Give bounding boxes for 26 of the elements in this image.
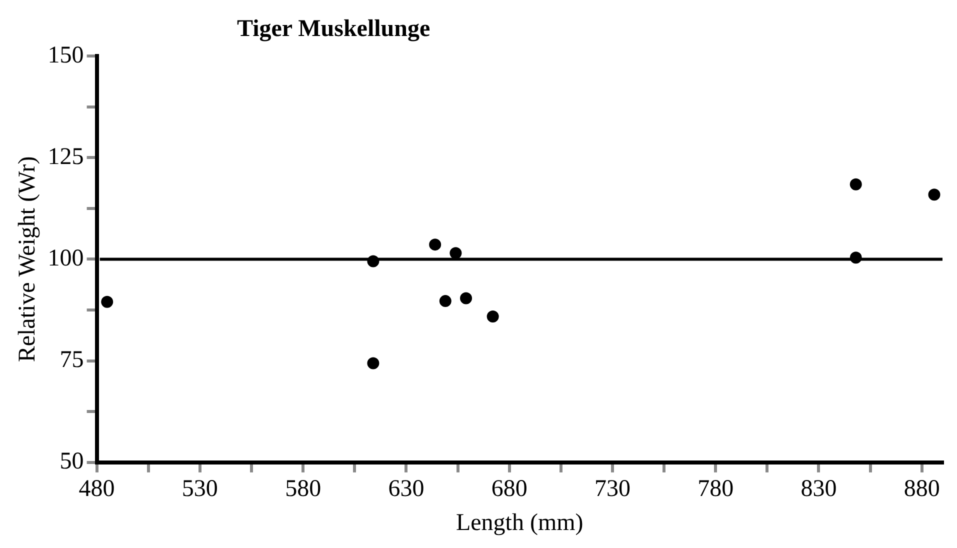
point (928, 188, 940, 201)
point (367, 357, 380, 370)
point (439, 295, 452, 308)
y-tick-label: 150 (48, 42, 84, 68)
x-tick-label: 480 (78, 476, 115, 502)
y-tick-label: 50 (60, 448, 84, 475)
y-tick-label: 75 (60, 347, 84, 374)
y-tick-label: 125 (48, 144, 84, 170)
x-tick-label: 730 (594, 476, 630, 502)
point (101, 296, 114, 308)
chart-title: Tiger Muskellunge (237, 16, 430, 43)
point (460, 292, 472, 304)
x-tick-label: 530 (182, 476, 218, 502)
x-tick-label: 580 (285, 476, 322, 502)
x-tick-label: 830 (800, 476, 837, 502)
x-tick-label: 680 (491, 476, 528, 502)
x-tick-label: 780 (698, 476, 734, 502)
point (486, 310, 499, 323)
y-tick-label: 100 (48, 245, 84, 272)
point (850, 178, 862, 190)
x-tick-label: 880 (904, 476, 940, 502)
x-tick-label: 630 (388, 476, 424, 502)
x-axis-title: Length (mm) (456, 510, 584, 536)
y-axis-title: Relative Weight (Wr) (14, 156, 41, 362)
point (450, 247, 462, 260)
point (429, 238, 442, 251)
